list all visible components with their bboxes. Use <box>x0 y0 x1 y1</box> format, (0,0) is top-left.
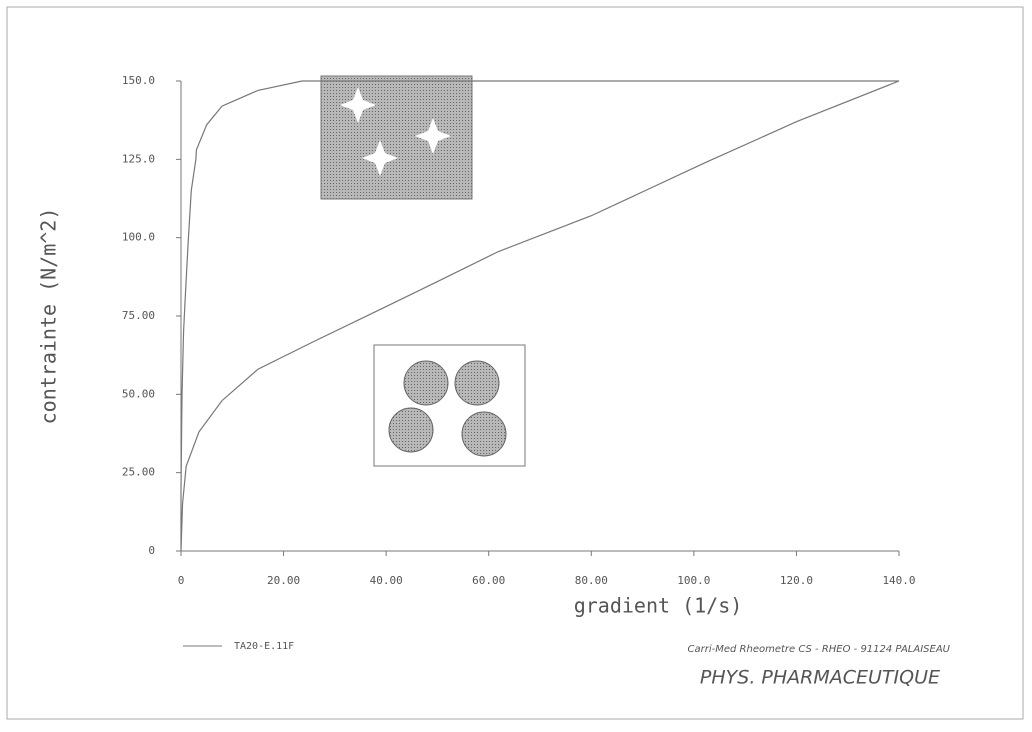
legend-label: TA20-E.11F <box>234 641 294 652</box>
x-tick-label: 140.0 <box>882 574 915 587</box>
y-tick-label: 0 <box>148 544 155 557</box>
x-axis-title: gradient (1/s) <box>574 594 743 618</box>
y-tick-label: 150.0 <box>122 74 155 87</box>
x-tick-label: 20.00 <box>267 574 300 587</box>
y-tick-label: 100.0 <box>122 231 155 244</box>
y-tick-label: 75.00 <box>122 309 155 322</box>
chart: gradient (1/s) contrainte (N/m^2) TA20-E… <box>0 0 1032 728</box>
y-axis-title: contrainte (N/m^2) <box>37 208 61 425</box>
y-tick-label: 25.00 <box>122 466 155 479</box>
x-tick-label: 100.0 <box>677 574 710 587</box>
annotation: Carri-Med Rheometre CS - RHEO - 91124 PA… <box>688 644 951 655</box>
inset-bottom <box>374 345 525 466</box>
x-tick-label: 0 <box>178 574 185 587</box>
x-tick-label: 120.0 <box>780 574 813 587</box>
y-tick-label: 50.00 <box>122 387 155 400</box>
inset-top <box>321 76 472 199</box>
y-tick-label: 125.0 <box>122 152 155 165</box>
annotation: PHYS. PHARMACEUTIQUE <box>700 667 940 689</box>
x-tick-label: 80.00 <box>575 574 608 587</box>
x-tick-label: 40.00 <box>370 574 403 587</box>
data-line <box>181 81 899 551</box>
x-tick-label: 60.00 <box>472 574 505 587</box>
